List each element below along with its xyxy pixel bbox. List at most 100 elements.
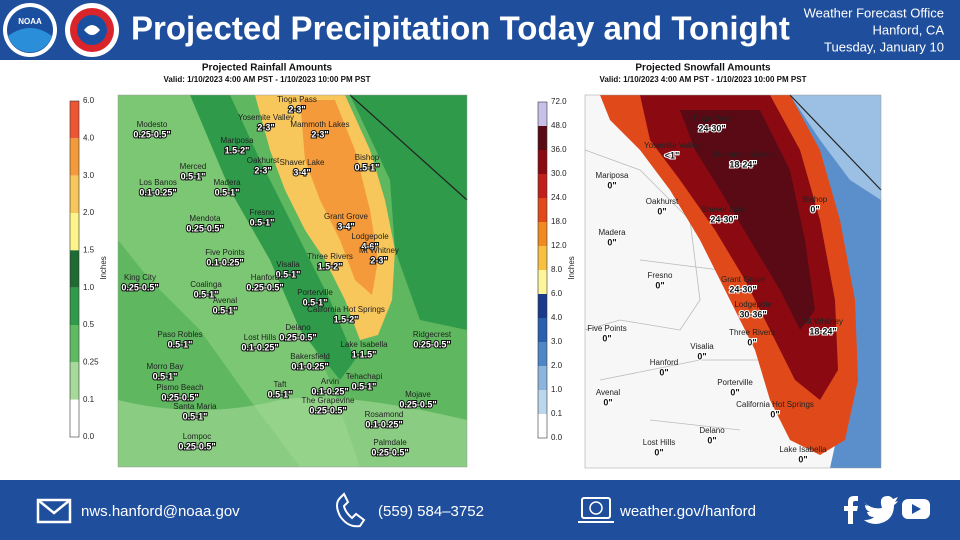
place-name: Five Points <box>205 248 245 257</box>
colorbar-label: 2.0 <box>551 361 563 370</box>
colorbar-label: 48.0 <box>551 121 567 130</box>
place-amount: 0.5-1" <box>194 289 219 299</box>
place-amount: 0" <box>707 435 716 445</box>
place-amount: 0" <box>607 180 616 190</box>
place-name: The Grapevine <box>302 396 355 405</box>
facebook-icon[interactable] <box>844 496 858 524</box>
place-amount: 0.5-1" <box>352 381 377 391</box>
colorbar-label: 3.0 <box>551 337 563 346</box>
place-name: Grant Grove <box>721 275 766 284</box>
place-amount: 0" <box>659 367 668 377</box>
place-amount: 0.5-1" <box>183 411 208 421</box>
place-name: Paso Robles <box>157 330 202 339</box>
place-name: Tioga Pass <box>277 95 317 104</box>
place-name: California Hot Springs <box>307 305 385 314</box>
place-amount: 0" <box>657 206 666 216</box>
email-icon <box>36 498 72 524</box>
place-name: Bakersfield <box>290 352 330 361</box>
place-amount: 0.25-0.5" <box>279 332 316 342</box>
colorbar-swatch <box>538 126 547 150</box>
place-amount: 0.25-0.5" <box>161 392 198 402</box>
colorbar-swatch <box>538 390 547 414</box>
location: Hanford, CA <box>872 22 944 37</box>
place-amount: 0.5-1" <box>168 339 193 349</box>
place-name: Hanford <box>650 358 678 367</box>
place-amount: 1.5-2" <box>225 145 250 155</box>
colorbar-label: 4.0 <box>551 313 563 322</box>
place-name: Lost Hills <box>643 438 675 447</box>
colorbar-swatch <box>70 250 79 288</box>
place-name: Ridgecrest <box>413 330 452 339</box>
place-amount: 0.25-0.5" <box>246 282 283 292</box>
place-name: King City <box>124 273 156 282</box>
colorbar-swatch <box>538 414 547 438</box>
place-amount: 24-30" <box>729 284 756 294</box>
place-amount: 0.5-1" <box>250 217 275 227</box>
colorbar-label: 6.0 <box>83 96 95 105</box>
place-amount: 0.5-1" <box>213 305 238 315</box>
place-amount: 24-30" <box>698 123 725 133</box>
place-amount: 0.25-0.5" <box>133 129 170 139</box>
place-name: Bishop <box>803 195 828 204</box>
email[interactable]: nws.hanford@noaa.gov <box>81 503 240 520</box>
colorbar-swatch <box>538 174 547 198</box>
place-name: Visalia <box>276 260 300 269</box>
snow-unit: Inches <box>567 256 576 280</box>
header-bar <box>0 0 960 60</box>
place-name: Grant Grove <box>324 212 369 221</box>
place-name: Porterville <box>297 288 333 297</box>
place-name: Bishop <box>355 153 380 162</box>
place-name: Mojave <box>405 390 431 399</box>
place-amount: 3-4" <box>337 221 354 231</box>
colorbar-label: 0.1 <box>83 395 95 404</box>
place-name: Mendota <box>189 214 221 223</box>
youtube-icon[interactable] <box>902 499 930 519</box>
colorbar-swatch <box>70 287 79 325</box>
place-amount: 1.5-2" <box>318 261 343 271</box>
snow-map <box>584 94 882 469</box>
place-name: Yosemite Valley <box>644 141 700 150</box>
phone-icon <box>336 492 366 528</box>
place-name: Merced <box>180 162 207 171</box>
place-name: Taft <box>274 380 288 389</box>
colorbar-label: 18.0 <box>551 217 567 226</box>
place-name: Three Rivers <box>307 252 353 261</box>
colorbar-swatch <box>70 213 79 251</box>
place-name: Shaver Lake <box>702 205 747 214</box>
colorbar-label: 72.0 <box>551 97 567 106</box>
place-amount: 0.1-0.25" <box>311 386 348 396</box>
place-amount: 0.5-1" <box>303 297 328 307</box>
place-name: Santa Maria <box>173 402 217 411</box>
place-name: Madera <box>213 178 241 187</box>
place-amount: 0" <box>697 351 706 361</box>
place-amount: 0" <box>603 397 612 407</box>
place-amount: 0.5-1" <box>276 269 301 279</box>
place-name: Los Banos <box>139 178 177 187</box>
place-amount: 0.5-1" <box>215 187 240 197</box>
twitter-icon[interactable] <box>864 496 898 524</box>
place-amount: 0.25-0.5" <box>399 399 436 409</box>
place-amount: 18-24" <box>809 326 836 336</box>
place-amount: 2-3" <box>311 129 328 139</box>
colorbar-label: 1.0 <box>551 385 563 394</box>
place-name: Arvin <box>321 377 339 386</box>
footer-bar <box>0 480 960 540</box>
colorbar-swatch <box>538 342 547 366</box>
place-amount: 0.25-0.5" <box>371 447 408 457</box>
place-name: Yosemite Valley <box>238 113 294 122</box>
place-amount: 0.25-0.5" <box>309 405 346 415</box>
place-name: Hanford <box>251 273 279 282</box>
colorbar-label: 1.0 <box>83 283 95 292</box>
website[interactable]: weather.gov/hanford <box>619 503 756 520</box>
place-amount: 30-36" <box>739 309 766 319</box>
place-name: Oakhurst <box>646 197 679 206</box>
rain-unit: Inches <box>99 256 108 280</box>
place-amount: 0" <box>798 454 807 464</box>
place-name: Five Points <box>587 324 627 333</box>
colorbar-label: 0.0 <box>83 432 95 441</box>
colorbar-label: 0.5 <box>83 320 95 329</box>
colorbar-swatch <box>70 101 79 139</box>
place-name: Mt Whitney <box>803 317 843 326</box>
place-name: California Hot Springs <box>736 400 814 409</box>
